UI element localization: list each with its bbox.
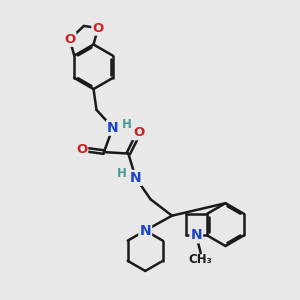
Text: CH₃: CH₃ [189, 253, 213, 266]
Text: O: O [133, 126, 144, 139]
Text: H: H [116, 167, 126, 180]
Text: H: H [122, 118, 132, 130]
Text: N: N [140, 224, 151, 238]
Text: O: O [76, 142, 87, 156]
Text: O: O [92, 22, 104, 34]
Text: N: N [107, 121, 119, 135]
Text: N: N [190, 228, 202, 242]
Text: N: N [130, 171, 142, 185]
Text: O: O [64, 33, 75, 46]
